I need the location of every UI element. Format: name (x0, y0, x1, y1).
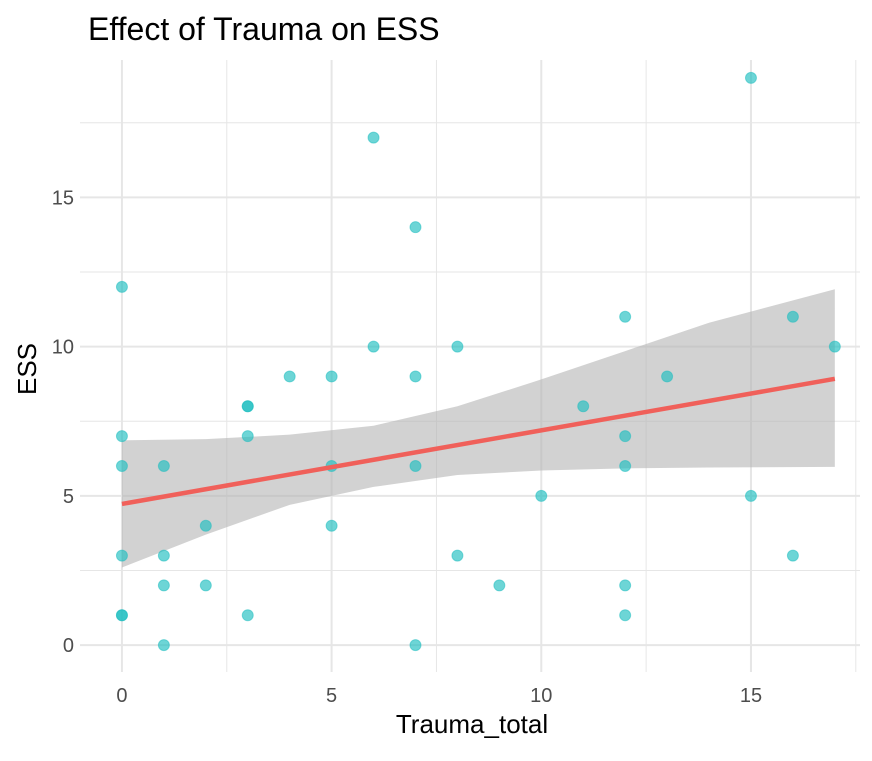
data-point (744, 489, 757, 502)
data-point (786, 310, 799, 323)
data-point (409, 221, 422, 234)
data-point (157, 579, 170, 592)
confidence-band-layer (121, 289, 835, 568)
x-tick-label: 15 (740, 685, 762, 707)
x-tick-label: 0 (116, 685, 127, 707)
data-point (157, 460, 170, 473)
x-axis-title: Trauma_total (396, 709, 548, 739)
y-axis-title: ESS (12, 343, 42, 395)
fit-line-layer (121, 376, 836, 507)
data-point (241, 609, 254, 622)
chart-title: Effect of Trauma on ESS (88, 11, 440, 47)
y-tick-labels: 0 5 10 15 (52, 187, 74, 657)
x-tick-label: 10 (530, 685, 552, 707)
data-point (619, 579, 632, 592)
data-point (619, 310, 632, 323)
data-point (199, 579, 212, 592)
data-point (786, 549, 799, 562)
y-tick-label: 15 (52, 187, 74, 209)
data-point (409, 639, 422, 652)
data-point (283, 370, 296, 383)
data-point (325, 519, 338, 532)
data-point (367, 340, 380, 353)
y-tick-label: 5 (63, 486, 74, 508)
regression-line (121, 376, 836, 507)
data-point (493, 579, 506, 592)
data-point (619, 430, 632, 443)
data-point (241, 400, 254, 413)
data-point (157, 639, 170, 652)
data-point (451, 549, 464, 562)
data-point (451, 340, 464, 353)
data-point (115, 430, 128, 443)
data-point (325, 370, 338, 383)
data-point (115, 460, 128, 473)
y-tick-label: 10 (52, 337, 74, 359)
data-points-layer (115, 71, 841, 652)
data-point (115, 609, 128, 622)
data-point (535, 489, 548, 502)
data-point (409, 370, 422, 383)
data-point (115, 280, 128, 293)
data-point (619, 609, 632, 622)
data-point (409, 460, 422, 473)
data-point (577, 400, 590, 413)
x-tick-label: 5 (326, 685, 337, 707)
data-point (241, 430, 254, 443)
data-point (744, 71, 757, 84)
confidence-band (121, 289, 835, 568)
data-point (367, 131, 380, 144)
x-tick-labels: 0 5 10 15 (116, 685, 762, 707)
data-point (199, 519, 212, 532)
data-point (828, 340, 841, 353)
data-point (661, 370, 674, 383)
data-point (115, 549, 128, 562)
data-point (157, 549, 170, 562)
data-point (619, 460, 632, 473)
y-tick-label: 0 (63, 635, 74, 657)
